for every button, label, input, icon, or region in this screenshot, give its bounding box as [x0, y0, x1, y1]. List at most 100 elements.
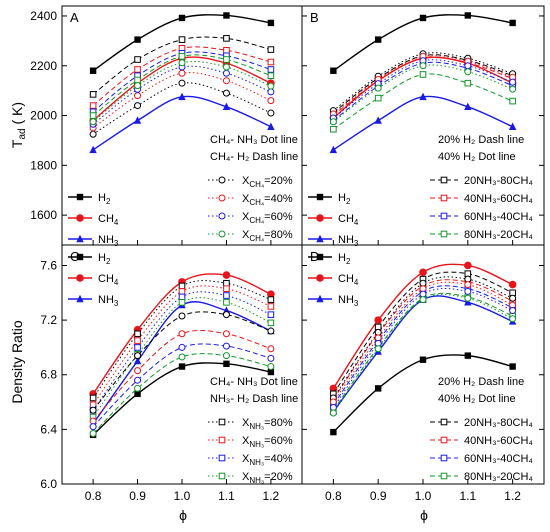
data-point — [89, 91, 97, 98]
data-point — [267, 46, 275, 53]
data-point — [178, 288, 186, 295]
data-point — [508, 280, 517, 289]
data-point — [464, 287, 472, 295]
data-point — [223, 12, 230, 19]
legend-label: 40NH₃-60CH₄ — [464, 435, 533, 447]
data-point — [267, 296, 275, 303]
data-point — [222, 330, 230, 338]
legend-marker — [316, 253, 324, 261]
data-point — [419, 296, 427, 304]
data-point — [178, 92, 186, 101]
data-point — [134, 367, 142, 375]
y-tick-label: 2200 — [30, 59, 57, 73]
data-point — [464, 270, 472, 277]
data-point — [267, 66, 275, 73]
data-point — [419, 14, 427, 22]
data-point — [267, 327, 275, 335]
data-point — [89, 429, 97, 437]
data-point — [89, 423, 97, 431]
legend-note: CH₄- NH₃ Dot line — [210, 376, 298, 388]
legend-marker — [218, 176, 226, 184]
data-point — [464, 12, 472, 19]
legend-marker — [218, 436, 226, 444]
y-axis-label-bottom: Density Ratio — [9, 320, 25, 403]
data-point — [374, 94, 382, 102]
x-tick-label: 1.1 — [218, 489, 235, 503]
data-point — [509, 294, 517, 302]
data-point — [509, 307, 517, 315]
legend-marker — [76, 214, 84, 222]
data-point — [178, 52, 186, 60]
legend-label: H2 — [98, 192, 111, 206]
legend-marker — [440, 418, 448, 426]
data-point — [509, 363, 516, 370]
data-point — [419, 62, 427, 70]
y-tick-label: 1800 — [30, 158, 57, 172]
data-point — [89, 112, 97, 119]
legend-marker — [218, 454, 226, 462]
data-point — [222, 77, 230, 85]
data-point — [509, 85, 517, 93]
data-point — [134, 36, 141, 43]
legend-label: XNH₃=60% — [242, 435, 293, 449]
data-point — [89, 406, 97, 414]
x-tick-label: 0.8 — [85, 489, 102, 503]
data-point — [464, 261, 472, 270]
data-point — [374, 345, 382, 353]
data-point — [374, 36, 382, 43]
legend-marker — [316, 234, 324, 243]
series-line — [92, 353, 272, 434]
legend-label: NH3 — [98, 234, 119, 248]
legend-marker — [440, 472, 448, 480]
data-point — [329, 409, 337, 417]
legend-label: 80NH₃-20CH₄ — [464, 471, 533, 483]
legend-label: NH3 — [338, 234, 359, 248]
panel-label: B — [310, 10, 319, 25]
data-point — [267, 19, 275, 27]
y-tick-label: 7.2 — [40, 313, 57, 327]
data-point — [178, 14, 186, 22]
legend-label: XCH₄=80% — [242, 229, 293, 243]
data-point — [267, 311, 275, 318]
data-point — [374, 84, 382, 92]
legend-label: CH4 — [338, 273, 359, 287]
x-tick-label: 1.2 — [504, 489, 521, 503]
legend-label: H2 — [338, 192, 351, 206]
data-point — [464, 68, 472, 76]
series-line — [333, 73, 513, 130]
legend-note: 40% H₂ Dot line — [438, 393, 516, 405]
data-point — [329, 118, 337, 126]
legend-note: CH₄- NH₃ Dot line — [210, 134, 298, 146]
legend-note: 20% H₂ Dash line — [438, 376, 524, 388]
data-point — [267, 97, 275, 105]
legend-marker — [218, 418, 226, 426]
legend-label: XCH₄=60% — [242, 211, 293, 225]
data-point — [222, 69, 230, 77]
x-axis-label-right: ϕ — [420, 507, 428, 523]
data-point — [178, 299, 186, 306]
data-point — [134, 376, 142, 384]
legend-label: XNH₃=40% — [242, 453, 293, 467]
data-point — [267, 319, 275, 327]
data-point — [134, 76, 141, 84]
data-point — [89, 118, 97, 126]
data-point — [89, 145, 97, 154]
legend-note: NH₃- H₂ Dash line — [210, 393, 298, 405]
data-point — [178, 312, 186, 320]
legend-marker — [440, 454, 448, 462]
data-point — [134, 92, 142, 100]
data-point — [374, 385, 382, 392]
data-point — [419, 92, 427, 101]
data-point — [419, 268, 427, 277]
data-point — [89, 67, 97, 74]
y-tick-label: 2400 — [30, 9, 57, 23]
data-point — [134, 82, 142, 90]
data-point — [509, 19, 516, 27]
x-tick-label: 0.9 — [370, 489, 387, 503]
data-point — [464, 281, 472, 289]
data-point — [222, 311, 230, 319]
data-point — [419, 356, 427, 363]
data-point — [223, 279, 230, 287]
data-point — [222, 342, 230, 350]
